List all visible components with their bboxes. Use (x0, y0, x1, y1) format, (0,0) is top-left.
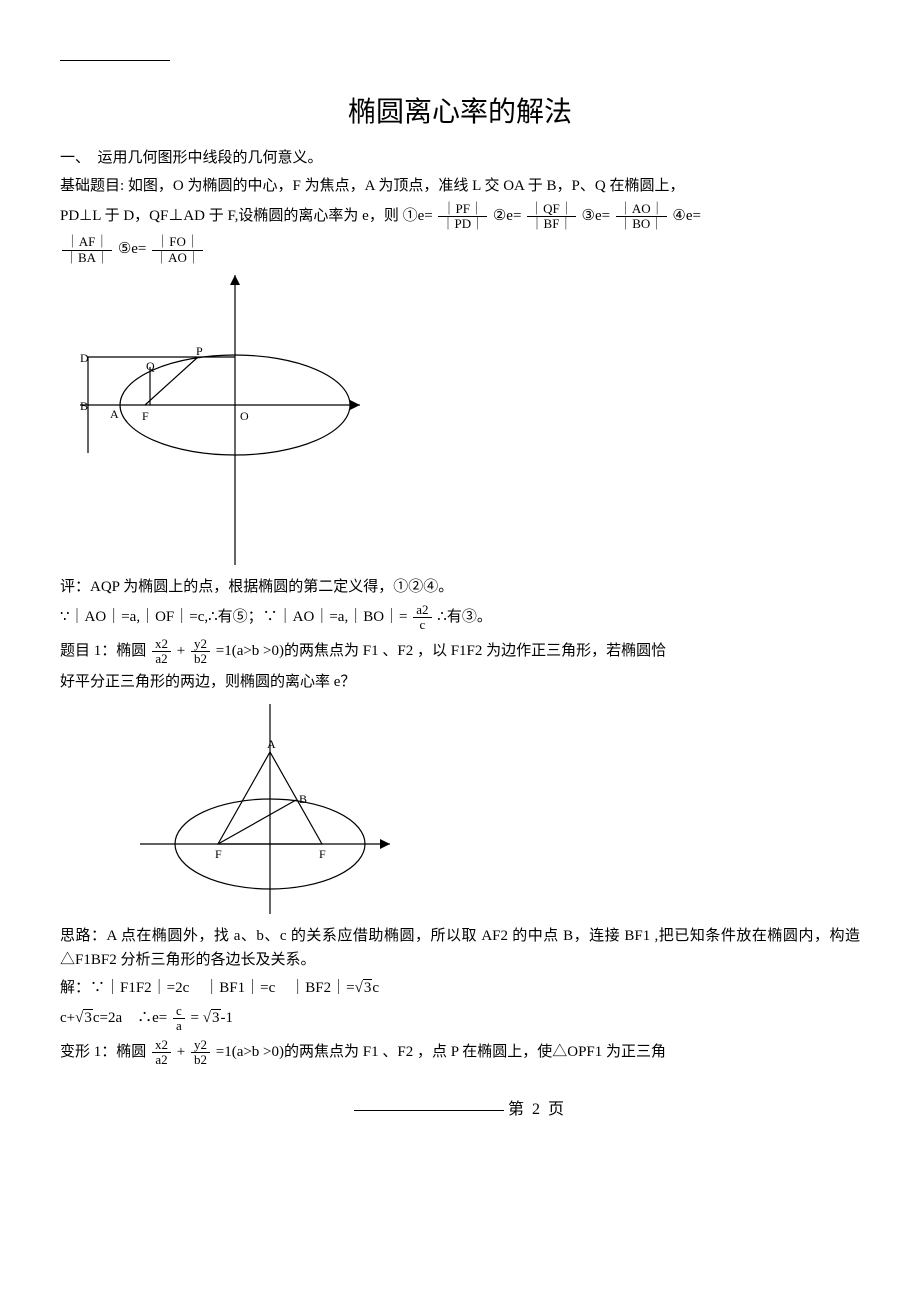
opt4e: ④e= (672, 208, 701, 224)
p1f1: x2a2 (152, 637, 171, 667)
solution-l2: 解：∵｜F1F2｜=2c ｜BF1｜=c ｜BF2｜= 3c (60, 976, 860, 1000)
svg-text:F: F (142, 409, 149, 423)
c2a: ∵｜AO｜=a,｜OF｜=c,∴有⑤；∵｜AO｜=a,｜BO｜= (60, 609, 411, 625)
s3fd: a (173, 1019, 185, 1033)
base-problem-intro: 基础题目: 如图，O 为椭圆的中心，F 为焦点，A 为顶点，准线 L 交 OA … (60, 178, 684, 194)
p1f2: y2b2 (191, 637, 210, 667)
opt1: ① (403, 208, 418, 224)
c2fn: a2 (413, 603, 431, 618)
frac3: ｜AO｜｜BO｜ (616, 202, 667, 232)
svg-text:D: D (80, 351, 89, 365)
base-problem-p2: PD⊥L 于 D，QF⊥AD 于 F,设椭圆的离心率为 e，则 ①e= ｜PF｜… (60, 202, 860, 232)
p1f1d: a2 (152, 652, 171, 666)
opt3: ③ (582, 208, 595, 224)
solution-l1: 思路：A 点在椭圆外，找 a、b、c 的关系应借助椭圆，所以取 AF2 的中点 … (60, 924, 860, 972)
svg-text:B: B (299, 792, 307, 806)
v1f2n: y2 (191, 1038, 210, 1053)
svg-text:A: A (267, 737, 276, 751)
p1f1n: x2 (152, 637, 171, 652)
page-title: 椭圆离心率的解法 (60, 91, 860, 136)
v1f1: x2a2 (152, 1038, 171, 1068)
v1b: =1(a>b >0)的两焦点为 F1 、F2 ，点 P 在椭圆上，使△OPF1 … (216, 1044, 666, 1060)
s3c: = (191, 1010, 203, 1026)
c2fd: c (413, 618, 431, 632)
c2b: ∴有③。 (437, 609, 492, 625)
sqrt3b-v: 3 (83, 1009, 93, 1026)
diagram-1: P Q D B A F O (80, 275, 390, 565)
f4d: ｜BA｜ (62, 251, 112, 265)
opt2: ② (493, 208, 506, 224)
bp2a: PD⊥L 于 D，QF⊥AD 于 F,设椭圆的离心率为 e，则 (60, 208, 399, 224)
s3b: c=2a ∴e= (93, 1010, 171, 1026)
sqrt3a: 3 (355, 976, 373, 1000)
opt5: ⑤ (118, 242, 131, 258)
svg-text:F: F (215, 847, 222, 861)
svg-text:B: B (80, 399, 88, 413)
v1f2: y2b2 (191, 1038, 210, 1068)
v1f1n: x2 (152, 1038, 171, 1053)
diagram-2: A F F B (140, 704, 400, 914)
sqrt3c: 3 (203, 1006, 221, 1030)
header-rule (60, 60, 170, 61)
comment-l2: ∵｜AO｜=a,｜OF｜=c,∴有⑤；∵｜AO｜=a,｜BO｜= a2c ∴有③… (60, 603, 860, 633)
f1d: ｜PD｜ (438, 217, 487, 231)
p1f2d: b2 (191, 652, 210, 666)
base-problem-p1: 基础题目: 如图，O 为椭圆的中心，F 为焦点，A 为顶点，准线 L 交 OA … (60, 174, 860, 198)
p1b: =1(a>b >0)的两焦点为 F1 、F2 ，以 F1F2 为边作正三角形，若… (216, 643, 666, 659)
solution-l3: c+3c=2a ∴e= ca = 3-1 (60, 1004, 860, 1034)
f2n: ｜QF｜ (527, 202, 576, 217)
f4n: ｜AF｜ (62, 235, 112, 250)
svg-text:O: O (240, 409, 249, 423)
s2a: 解：∵｜F1F2｜=2c ｜BF1｜=c ｜BF2｜= (60, 980, 355, 996)
eeq3: e= (595, 208, 610, 224)
svg-text:A: A (110, 407, 119, 421)
svg-text:P: P (196, 344, 203, 358)
base-problem-p3: ｜AF｜｜BA｜ ⑤e= ｜FO｜｜AO｜ (60, 235, 860, 265)
footer-rule (354, 1110, 504, 1111)
f5d: ｜AO｜ (152, 251, 203, 265)
s2b: c (372, 980, 379, 996)
svg-text:Q: Q (146, 359, 155, 373)
section-heading: 一、 运用几何图形中线段的几何意义。 (60, 146, 860, 170)
sqrt3c-v: 3 (211, 1009, 221, 1026)
sqrt3a-v: 3 (363, 979, 373, 996)
f5n: ｜FO｜ (152, 235, 203, 250)
p1a: 题目 1：椭圆 (60, 643, 146, 659)
v1a: 变形 1：椭圆 (60, 1044, 146, 1060)
footer-label: 第 2 页 (508, 1101, 566, 1118)
frac4: ｜AF｜｜BA｜ (62, 235, 112, 265)
frac1: ｜PF｜｜PD｜ (438, 202, 487, 232)
problem1-p1: 题目 1：椭圆 x2a2 + y2b2 =1(a>b >0)的两焦点为 F1 、… (60, 637, 860, 667)
sqrt3b: 3 (75, 1006, 93, 1030)
c2frac: a2c (413, 603, 431, 633)
p1plus: + (177, 643, 185, 659)
v1f2d: b2 (191, 1053, 210, 1067)
eeq5: e= (131, 242, 146, 258)
frac5: ｜FO｜｜AO｜ (152, 235, 203, 265)
f3n: ｜AO｜ (616, 202, 667, 217)
v1f1d: a2 (152, 1053, 171, 1067)
f2d: ｜BF｜ (527, 217, 576, 231)
v1plus: + (177, 1044, 185, 1060)
f1n: ｜PF｜ (438, 202, 487, 217)
f3d: ｜BO｜ (616, 217, 667, 231)
s3frac: ca (173, 1004, 185, 1034)
p1f2n: y2 (191, 637, 210, 652)
s3d: -1 (221, 1010, 234, 1026)
comment-l1: 评：AQP 为椭圆上的点，根据椭圆的第二定义得，①②④。 (60, 575, 860, 599)
frac2: ｜QF｜｜BF｜ (527, 202, 576, 232)
svg-text:F: F (319, 847, 326, 861)
eeq2: e= (506, 208, 521, 224)
s3fn: c (173, 1004, 185, 1019)
page-footer: 第 2 页 (60, 1097, 860, 1123)
problem1-p2: 好平分正三角形的两边，则椭圆的离心率 e？ (60, 670, 860, 694)
s3a: c+ (60, 1010, 75, 1026)
eeq1: e= (418, 208, 433, 224)
variant1: 变形 1：椭圆 x2a2 + y2b2 =1(a>b >0)的两焦点为 F1 、… (60, 1038, 860, 1068)
